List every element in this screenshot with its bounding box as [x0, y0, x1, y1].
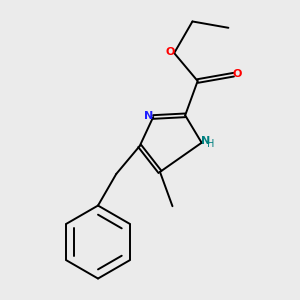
Text: H: H	[207, 139, 214, 149]
Text: N: N	[201, 136, 211, 146]
Text: O: O	[232, 69, 242, 79]
Text: N: N	[144, 110, 154, 121]
Text: O: O	[165, 47, 175, 57]
